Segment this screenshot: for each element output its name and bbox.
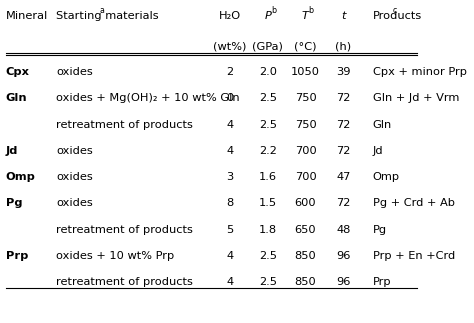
Text: 1.5: 1.5 [259,198,277,208]
Text: (GPa): (GPa) [252,41,283,51]
Text: retreatment of products: retreatment of products [56,120,193,130]
Text: oxides: oxides [56,67,93,77]
Text: 4: 4 [227,251,234,261]
Text: 1.8: 1.8 [259,224,277,234]
Text: Cpx: Cpx [6,67,29,77]
Text: 72: 72 [336,198,350,208]
Text: 600: 600 [295,198,316,208]
Text: 2.5: 2.5 [259,251,277,261]
Text: 700: 700 [295,146,316,156]
Text: 2.5: 2.5 [259,120,277,130]
Text: Omp: Omp [6,172,36,182]
Text: 650: 650 [295,224,316,234]
Text: 4: 4 [227,277,234,287]
Text: t: t [341,11,346,21]
Text: (°C): (°C) [294,41,317,51]
Text: 750: 750 [295,93,316,103]
Text: a: a [100,6,105,15]
Text: b: b [271,6,276,15]
Text: Gln: Gln [373,120,392,130]
Text: 1.6: 1.6 [259,172,277,182]
Text: Prp + En +Crd: Prp + En +Crd [373,251,455,261]
Text: 2.2: 2.2 [259,146,277,156]
Text: 2.5: 2.5 [259,93,277,103]
Text: Jd: Jd [373,146,383,156]
Text: H₂O: H₂O [219,11,241,21]
Text: 5: 5 [227,224,234,234]
Text: oxides: oxides [56,198,93,208]
Text: P: P [264,11,271,21]
Text: 750: 750 [295,120,316,130]
Text: Gln: Gln [6,93,27,103]
Text: Products: Products [373,11,422,21]
Text: Omp: Omp [373,172,400,182]
Text: 47: 47 [336,172,350,182]
Text: 8: 8 [227,198,234,208]
Text: Prp: Prp [373,277,391,287]
Text: retreatment of products: retreatment of products [56,224,193,234]
Text: 72: 72 [336,146,350,156]
Text: 96: 96 [336,277,350,287]
Text: b: b [309,6,313,15]
Text: Mineral: Mineral [6,11,48,21]
Text: 850: 850 [295,251,316,261]
Text: Cpx + minor Prp: Cpx + minor Prp [373,67,466,77]
Text: 4: 4 [227,120,234,130]
Text: T: T [302,11,309,21]
Text: (h): (h) [335,41,351,51]
Text: 0: 0 [227,93,234,103]
Text: 3: 3 [227,172,234,182]
Text: oxides: oxides [56,172,93,182]
Text: oxides: oxides [56,146,93,156]
Text: oxides + Mg(OH)₂ + 10 wt% Gln: oxides + Mg(OH)₂ + 10 wt% Gln [56,93,239,103]
Text: Pg: Pg [6,198,22,208]
Text: Prp: Prp [6,251,28,261]
Text: 72: 72 [336,93,350,103]
Text: 2.5: 2.5 [259,277,277,287]
Text: 700: 700 [295,172,316,182]
Text: Pg + Crd + Ab: Pg + Crd + Ab [373,198,455,208]
Text: Gln + Jd + Vrm: Gln + Jd + Vrm [373,93,459,103]
Text: 2: 2 [227,67,234,77]
Text: (wt%): (wt%) [213,41,246,51]
Text: 72: 72 [336,120,350,130]
Text: 1050: 1050 [291,67,320,77]
Text: 96: 96 [336,251,350,261]
Text: retreatment of products: retreatment of products [56,277,193,287]
Text: Jd: Jd [6,146,18,156]
Text: oxides + 10 wt% Prp: oxides + 10 wt% Prp [56,251,174,261]
Text: 2.0: 2.0 [259,67,277,77]
Text: 4: 4 [227,146,234,156]
Text: Starting materials: Starting materials [56,11,158,21]
Text: Pg: Pg [373,224,387,234]
Text: 39: 39 [336,67,350,77]
Text: c: c [393,6,397,15]
Text: 850: 850 [295,277,316,287]
Text: 48: 48 [336,224,350,234]
